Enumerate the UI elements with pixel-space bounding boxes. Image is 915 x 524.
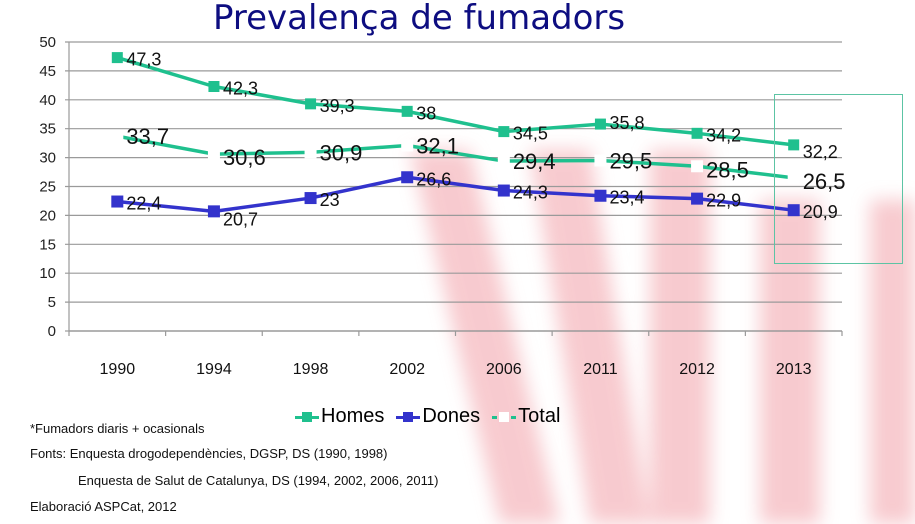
data-point-homes[interactable] <box>498 126 510 138</box>
data-label-total: 26,5 <box>803 169 846 194</box>
data-label-dones: 23,4 <box>609 188 644 208</box>
y-tick-label: 25 <box>39 179 56 196</box>
x-tick-label: 2013 <box>776 361 812 378</box>
footnote: *Fumadors diaris + ocasionals <box>30 421 205 436</box>
highlight-box-2013 <box>774 94 903 264</box>
data-label-homes: 47,3 <box>126 50 161 70</box>
data-point-total[interactable] <box>111 130 124 143</box>
data-label-total: 29,5 <box>609 148 652 173</box>
data-label-total: 30,6 <box>223 145 266 170</box>
data-point-homes[interactable] <box>305 98 317 110</box>
x-tick-label: 1990 <box>100 361 136 378</box>
y-axis-ticks: 0 5 10 15 20 25 30 35 40 45 50 <box>39 34 56 340</box>
data-point-dones[interactable] <box>111 195 124 208</box>
y-tick-label: 30 <box>39 150 56 167</box>
grid-lines <box>65 41 842 332</box>
y-tick-label: 40 <box>39 92 56 109</box>
y-tick-label: 35 <box>39 121 56 138</box>
data-point-total[interactable] <box>497 155 510 168</box>
x-tick-label: 1994 <box>196 361 232 378</box>
data-point-dones[interactable] <box>207 205 220 218</box>
source-line-1: Fonts: Enquesta drogodependències, DGSP,… <box>30 446 388 461</box>
data-point-dones[interactable] <box>401 171 414 184</box>
data-label-dones: 26,6 <box>416 169 451 189</box>
data-point-total[interactable] <box>207 148 220 161</box>
source-line-2: Enquesta de Salut de Catalunya, DS (1994… <box>78 473 439 488</box>
legend-marker-dones-icon <box>396 409 421 425</box>
data-point-homes[interactable] <box>208 81 220 93</box>
data-point-total[interactable] <box>787 171 800 184</box>
y-tick-label: 50 <box>39 34 56 51</box>
data-label-homes: 39,3 <box>320 96 355 116</box>
data-label-total: 29,4 <box>513 149 556 174</box>
y-tick-label: 15 <box>39 236 56 253</box>
data-point-homes[interactable] <box>788 139 800 151</box>
data-label-dones: 23 <box>320 190 340 210</box>
data-label-homes: 34,5 <box>513 124 548 144</box>
y-tick-label: 10 <box>39 265 56 282</box>
series-line-total <box>116 134 794 180</box>
series-line-homes <box>116 55 794 147</box>
legend-item-total[interactable]: Total <box>492 405 560 428</box>
data-label-homes: 35,8 <box>609 113 644 133</box>
data-point-total[interactable] <box>691 160 704 173</box>
data-label-dones: 22,4 <box>126 194 161 214</box>
data-label-total: 30,9 <box>320 140 363 165</box>
data-label-dones: 24,3 <box>513 183 548 203</box>
y-tick-label: 45 <box>39 63 56 80</box>
y-tick-label: 5 <box>48 294 56 311</box>
y-tick-label: 0 <box>48 323 56 340</box>
data-point-homes[interactable] <box>594 118 606 130</box>
x-tick-label: 2012 <box>679 361 715 378</box>
data-point-total[interactable] <box>401 139 414 152</box>
data-point-dones[interactable] <box>594 189 607 202</box>
data-point-dones[interactable] <box>691 192 704 205</box>
data-label-dones: 22,9 <box>706 191 741 211</box>
y-tick-label: 20 <box>39 207 56 224</box>
x-tick-label: 2002 <box>389 361 425 378</box>
data-label-dones: 20,7 <box>223 209 258 229</box>
x-axis: 1990 1994 1998 2002 2006 2011 2012 2013 <box>68 42 843 378</box>
data-label-homes: 42,3 <box>223 79 258 99</box>
legend-item-dones[interactable]: Dones <box>396 405 480 428</box>
data-label-homes: 34,2 <box>706 125 741 145</box>
legend-label-total: Total <box>518 405 561 427</box>
legend-marker-total-icon <box>492 409 517 425</box>
series-dones: 22,4 20,7 23 26,6 24,3 23,4 22,9 20,9 <box>111 169 838 229</box>
data-label-homes: 38 <box>416 103 436 123</box>
series-layer: 47,3 42,3 39,3 38 34,5 35,8 34,2 32,2 22,4 20,7 23… <box>111 50 846 229</box>
data-point-dones[interactable] <box>497 184 510 197</box>
series-total: 33,7 30,6 30,9 32,1 29,4 29,5 28,5 26,5 <box>111 124 846 194</box>
legend-item-homes[interactable]: Homes <box>295 405 384 428</box>
data-point-total[interactable] <box>594 154 607 167</box>
data-point-homes[interactable] <box>691 127 703 139</box>
data-point-homes[interactable] <box>111 52 123 64</box>
data-point-homes[interactable] <box>401 105 413 117</box>
elaboration-credit: Elaboració ASPCat, 2012 <box>30 499 177 514</box>
data-label-total: 33,7 <box>126 124 169 149</box>
data-label-dones: 20,9 <box>803 202 838 222</box>
legend-label-dones: Dones <box>422 405 481 427</box>
series-line-dones <box>117 175 794 214</box>
data-label-total: 32,1 <box>416 133 459 158</box>
legend-marker-homes-icon <box>295 409 319 425</box>
data-label-total: 28,5 <box>706 157 749 182</box>
legend-label-homes: Homes <box>321 405 385 427</box>
x-tick-label: 2011 <box>583 361 618 378</box>
series-homes: 47,3 42,3 39,3 38 34,5 35,8 34,2 32,2 <box>111 50 838 162</box>
data-point-dones[interactable] <box>304 192 317 205</box>
x-tick-label: 2006 <box>486 361 522 378</box>
x-tick-label: 1998 <box>293 361 329 378</box>
data-label-homes: 32,2 <box>803 142 838 162</box>
data-point-total[interactable] <box>304 146 317 159</box>
legend: Homes Dones Total <box>295 405 560 428</box>
data-point-dones[interactable] <box>787 204 800 217</box>
chart-title: Prevalença de fumadors <box>213 0 626 38</box>
